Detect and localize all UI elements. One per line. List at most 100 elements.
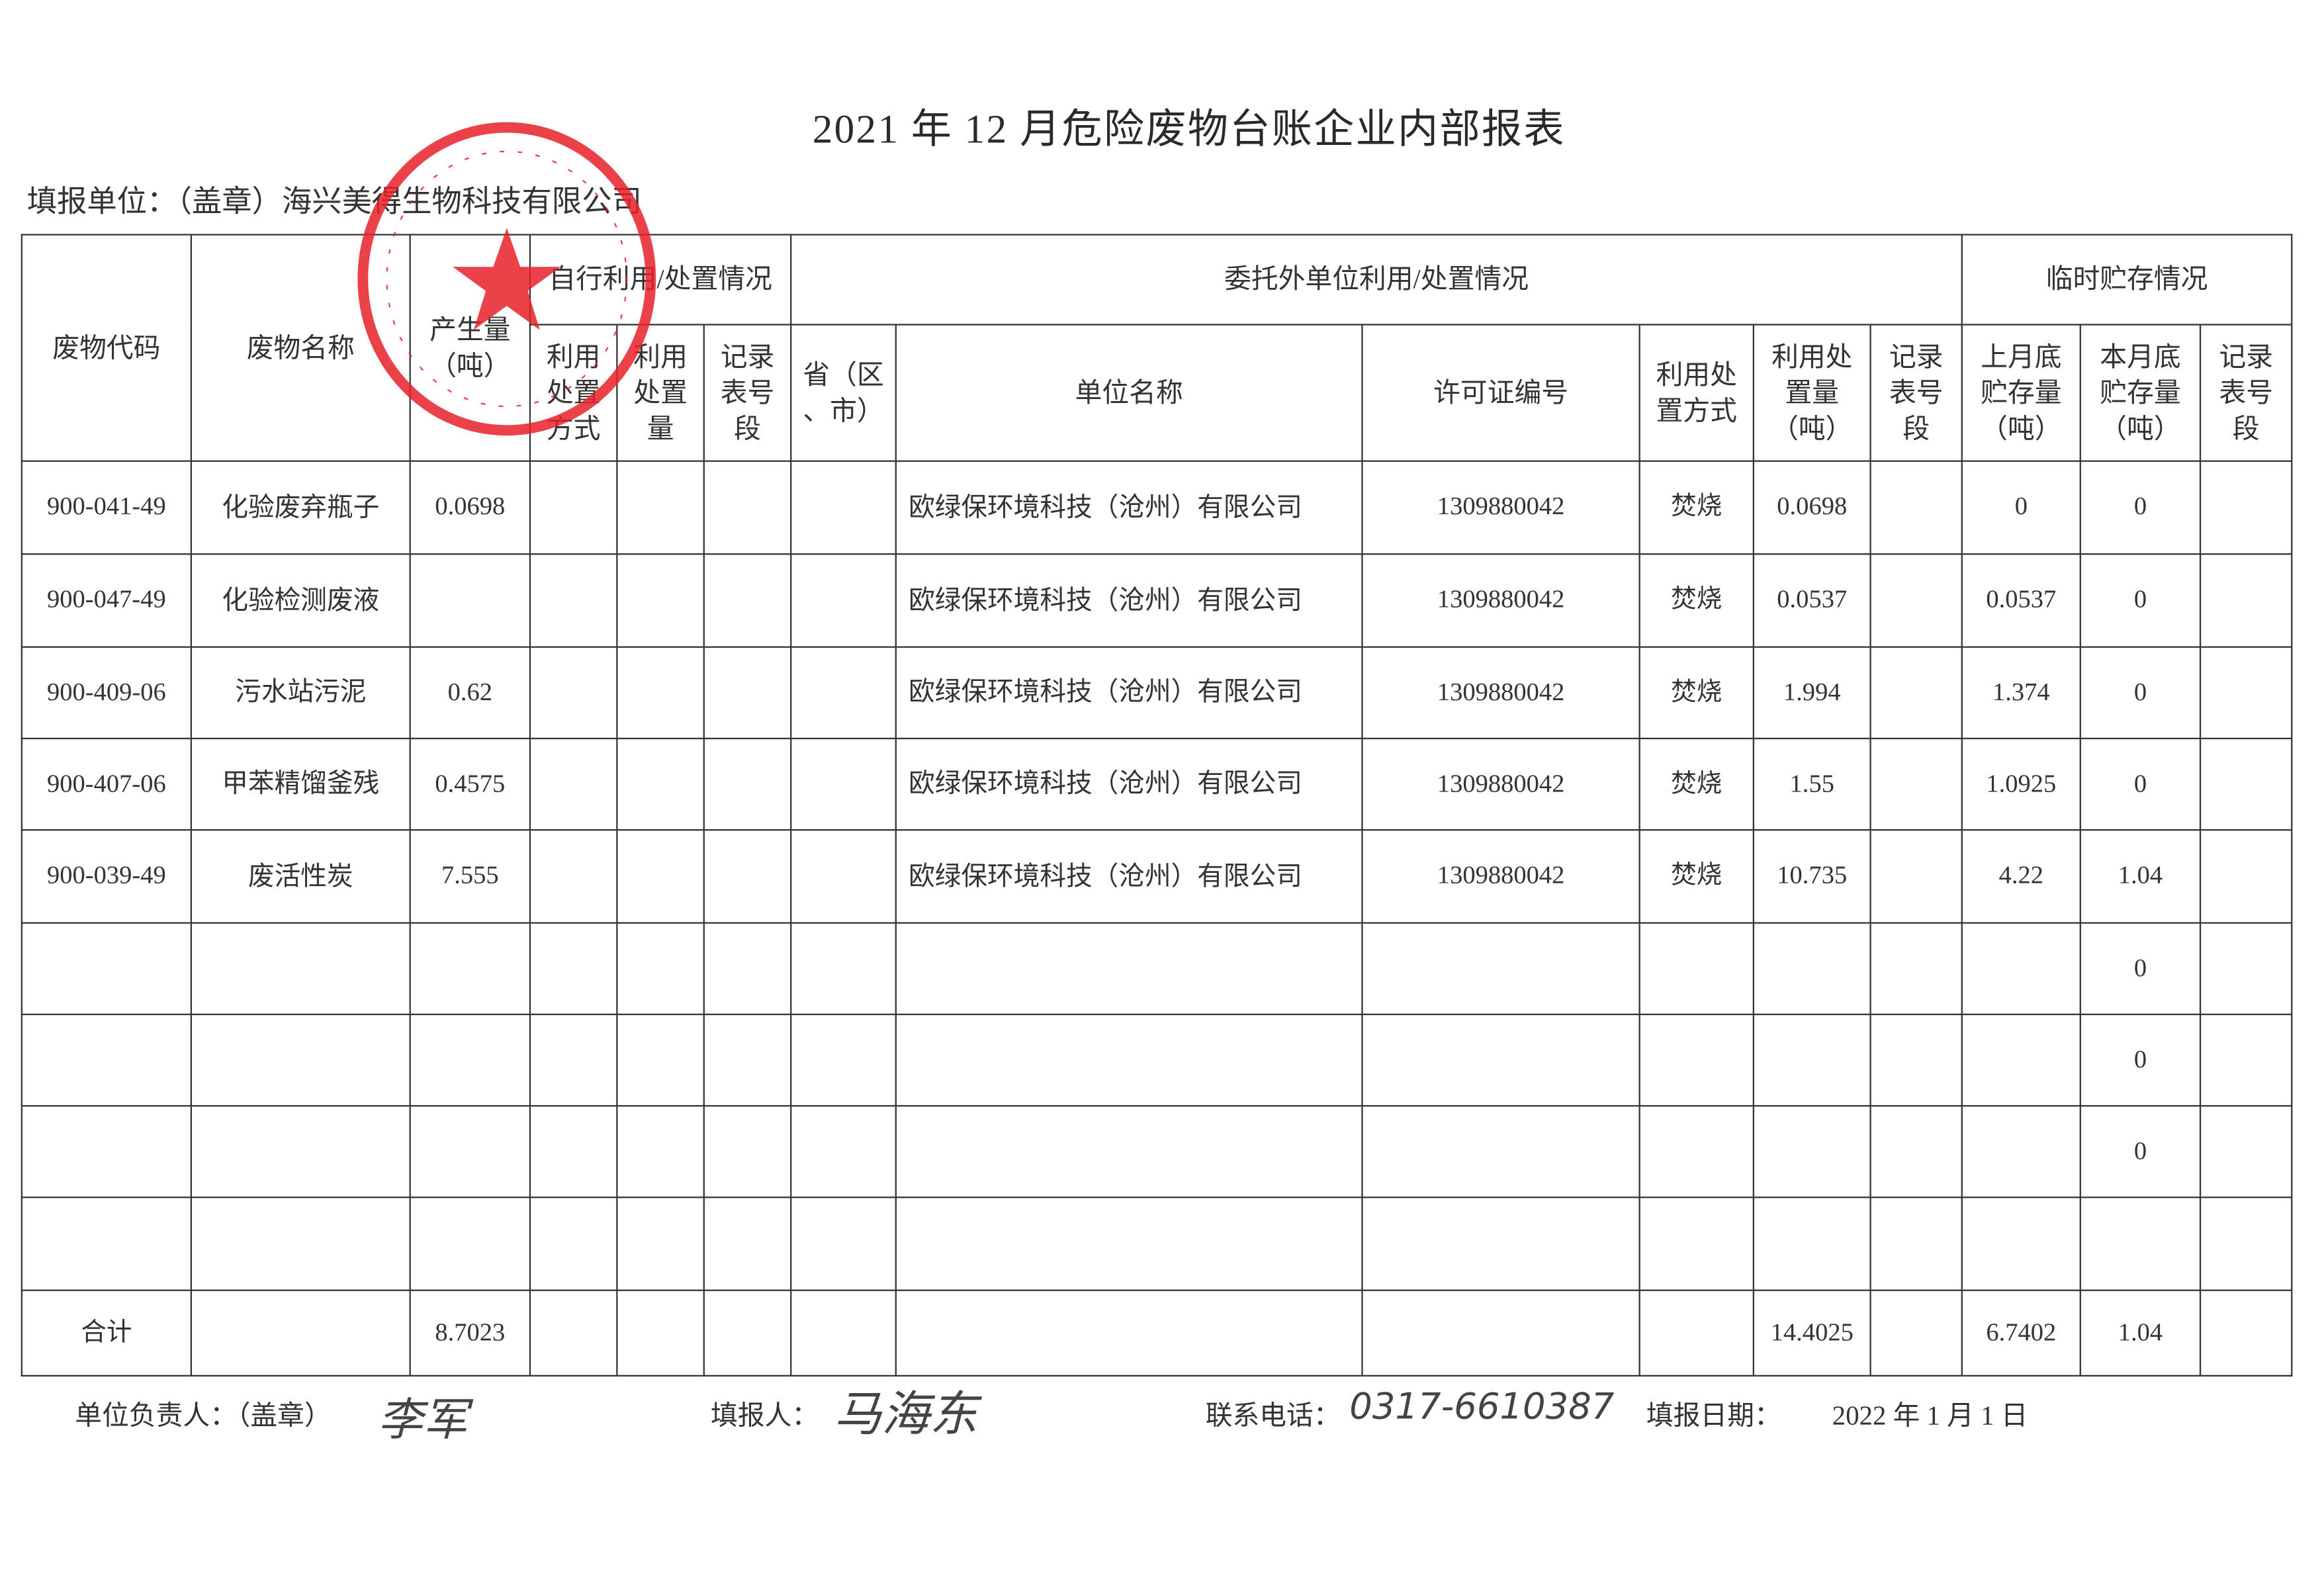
cell-name: 化验废弃瓶子 <box>190 460 411 555</box>
cell-license <box>1361 1105 1640 1198</box>
cell-name <box>190 922 411 1015</box>
cell-license: 1309880042 <box>1361 829 1640 924</box>
cell-method: 焚烧 <box>1638 646 1755 740</box>
cell-disposal-amount <box>1752 922 1871 1015</box>
header-name: 废物名称 <box>190 234 411 462</box>
phone-number: 0317-6610387 <box>1349 1385 1615 1428</box>
cell-province <box>790 737 897 831</box>
cell-code: 900-409-06 <box>21 646 193 740</box>
cell-company: 欧绿保环境科技（沧州）有限公司 <box>895 737 1363 831</box>
cell-method <box>1638 1289 1755 1377</box>
cell-self-record <box>703 646 792 740</box>
cell-self-method <box>529 553 618 648</box>
header-license: 许可证编号 <box>1361 324 1640 462</box>
cell-license <box>1361 1197 1640 1291</box>
header-code: 废物代码 <box>21 234 193 462</box>
report-date: 2022 年 1 月 1 日 <box>1832 1400 2028 1431</box>
table-row: 900-039-49 废活性炭 7.555 欧绿保环境科技（沧州）有限公司 130988… <box>21 829 2293 924</box>
table-row: 900-409-06 污水站污泥 0.62 欧绿保环境科技（沧州）有限公司 130988… <box>21 646 2293 740</box>
cell-amount <box>409 1105 531 1198</box>
cell-license: 1309880042 <box>1361 553 1640 648</box>
cell-disposal-amount <box>1752 1197 1871 1291</box>
cell-this-month: 0 <box>2079 553 2202 648</box>
cell-disposal-amount: 0.0698 <box>1752 460 1871 555</box>
header-outsource-group: 委托外单位利用/处置情况 <box>790 234 1963 326</box>
cell-province <box>790 1105 897 1198</box>
hazardous-waste-table: 废物代码 废物名称 产生量 （吨） 自行利用/处置情况 委托外单位利用/处置情况… <box>21 234 2293 1377</box>
header-storage-group: 临时贮存情况 <box>1961 234 2293 326</box>
cell-self-record <box>703 460 792 555</box>
cell-this-month: 0 <box>2079 646 2202 740</box>
cell-self-method <box>529 922 618 1015</box>
cell-disposal-amount: 14.4025 <box>1752 1289 1871 1377</box>
cell-amount: 0.0698 <box>409 460 531 555</box>
cell-disposal-amount: 10.735 <box>1752 829 1871 924</box>
cell-province <box>790 460 897 555</box>
cell-last-month: 0.0537 <box>1961 553 2081 648</box>
cell-disposal-amount: 0.0537 <box>1752 553 1871 648</box>
header-self-amount: 利用 处置 量 <box>616 324 705 462</box>
cell-self-amount <box>616 1013 705 1107</box>
cell-name <box>190 1197 411 1291</box>
cell-company <box>895 1105 1363 1198</box>
cell-storage-record <box>2199 1105 2293 1198</box>
cell-method <box>1638 922 1755 1015</box>
table-row: 900-041-49 化验废弃瓶子 0.0698 欧绿保环境科技（沧州）有限公司 130… <box>21 460 2293 555</box>
reporting-unit: 填报单位：（盖章）海兴美得生物科技有限公司 <box>26 185 642 219</box>
cell-amount: 7.555 <box>409 829 531 924</box>
cell-record <box>1869 1289 1963 1377</box>
cell-license: 1309880042 <box>1361 646 1640 740</box>
cell-self-method <box>529 646 618 740</box>
cell-this-month: 1.04 <box>2079 1289 2202 1377</box>
cell-this-month: 0 <box>2079 922 2202 1015</box>
report-title: 2021 年 12 月危险废物台账企业内部报表 <box>812 106 1566 152</box>
date-label: 填报日期： <box>1646 1400 1781 1431</box>
header-last-month: 上月底 贮存量 （吨） <box>1961 324 2081 462</box>
cell-company: 欧绿保环境科技（沧州）有限公司 <box>895 553 1363 648</box>
cell-province <box>790 1013 897 1107</box>
cell-name <box>190 1013 411 1107</box>
cell-self-method <box>529 1197 618 1291</box>
table-row: 900-407-06 甲苯精馏釜残 0.4575 欧绿保环境科技（沧州）有限公司 130… <box>21 737 2293 831</box>
header-self-record: 记录 表号 段 <box>703 324 792 462</box>
header-method: 利用处 置方式 <box>1638 324 1755 462</box>
cell-storage-record <box>2199 829 2293 924</box>
header-province: 省（区 、市） <box>790 324 897 462</box>
cell-company <box>895 1013 1363 1107</box>
cell-province <box>790 1289 897 1377</box>
cell-last-month <box>1961 1105 2081 1198</box>
cell-amount <box>409 1013 531 1107</box>
cell-self-amount <box>616 737 705 831</box>
header-storage-record: 记录 表号 段 <box>2199 324 2293 462</box>
cell-last-month: 1.0925 <box>1961 737 2081 831</box>
cell-last-month <box>1961 1013 2081 1107</box>
cell-storage-record <box>2199 553 2293 648</box>
cell-self-amount <box>616 1289 705 1377</box>
cell-record <box>1869 1105 1963 1198</box>
cell-license <box>1361 1013 1640 1107</box>
cell-name: 化验检测废液 <box>190 553 411 648</box>
table-body: 900-041-49 化验废弃瓶子 0.0698 欧绿保环境科技（沧州）有限公司 130… <box>21 460 2293 1377</box>
cell-record <box>1869 460 1963 555</box>
cell-last-month <box>1961 1197 2081 1291</box>
cell-name: 废活性炭 <box>190 829 411 924</box>
cell-self-amount <box>616 1105 705 1198</box>
cell-name: 污水站污泥 <box>190 646 411 740</box>
cell-storage-record <box>2199 1013 2293 1107</box>
cell-company: 欧绿保环境科技（沧州）有限公司 <box>895 646 1363 740</box>
cell-self-amount <box>616 922 705 1015</box>
cell-last-month: 6.7402 <box>1961 1289 2081 1377</box>
cell-code <box>21 1197 193 1291</box>
cell-self-amount <box>616 646 705 740</box>
cell-storage-record <box>2199 460 2293 555</box>
header-self-group: 自行利用/处置情况 <box>529 234 792 326</box>
cell-code: 900-039-49 <box>21 829 193 924</box>
filler-label: 填报人： <box>710 1400 819 1431</box>
cell-company: 欧绿保环境科技（沧州）有限公司 <box>895 829 1363 924</box>
cell-storage-record <box>2199 737 2293 831</box>
cell-disposal-amount <box>1752 1105 1871 1198</box>
cell-disposal-amount: 1.994 <box>1752 646 1871 740</box>
cell-company <box>895 1289 1363 1377</box>
cell-method: 焚烧 <box>1638 460 1755 555</box>
cell-name <box>190 1105 411 1198</box>
